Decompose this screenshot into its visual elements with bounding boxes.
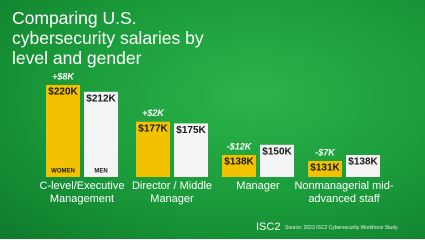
bar xyxy=(46,85,80,177)
difference-label: +$8K xyxy=(52,71,75,81)
brand: ISC2 xyxy=(256,221,281,233)
bar xyxy=(84,91,118,177)
bar xyxy=(136,121,170,177)
value-label: $212K xyxy=(86,93,116,104)
value-label: $175K xyxy=(176,125,206,136)
bar xyxy=(260,144,294,177)
difference-label: -$12K xyxy=(227,141,253,151)
value-label: $220K xyxy=(48,87,78,98)
value-label: $131K xyxy=(310,163,340,174)
value-label: $138K xyxy=(224,157,254,168)
x-tick-label: Manager xyxy=(236,180,280,192)
source-note: Source: 2023 ISC2 Cybersecurity Workforc… xyxy=(285,225,399,231)
legend-label: MEN xyxy=(94,169,107,175)
x-tick-label: C-level/Executive Management xyxy=(39,180,125,205)
difference-label: +$2K xyxy=(142,108,165,118)
bar xyxy=(174,123,208,177)
bar xyxy=(222,155,256,177)
x-tick-label: Director / Middle Manager xyxy=(131,180,213,205)
value-label: $150K xyxy=(262,146,292,157)
bar xyxy=(346,155,380,177)
chart-title: Comparing U.S. cybersecurity salaries by… xyxy=(12,8,204,68)
x-tick-label: Nonmanagerial mid-advanced staff xyxy=(294,180,394,205)
bar xyxy=(308,161,342,177)
value-label: $138K xyxy=(348,157,378,168)
value-label: $177K xyxy=(138,123,168,134)
legend-label: WOMEN xyxy=(51,169,75,175)
difference-label: -$7K xyxy=(315,147,336,157)
